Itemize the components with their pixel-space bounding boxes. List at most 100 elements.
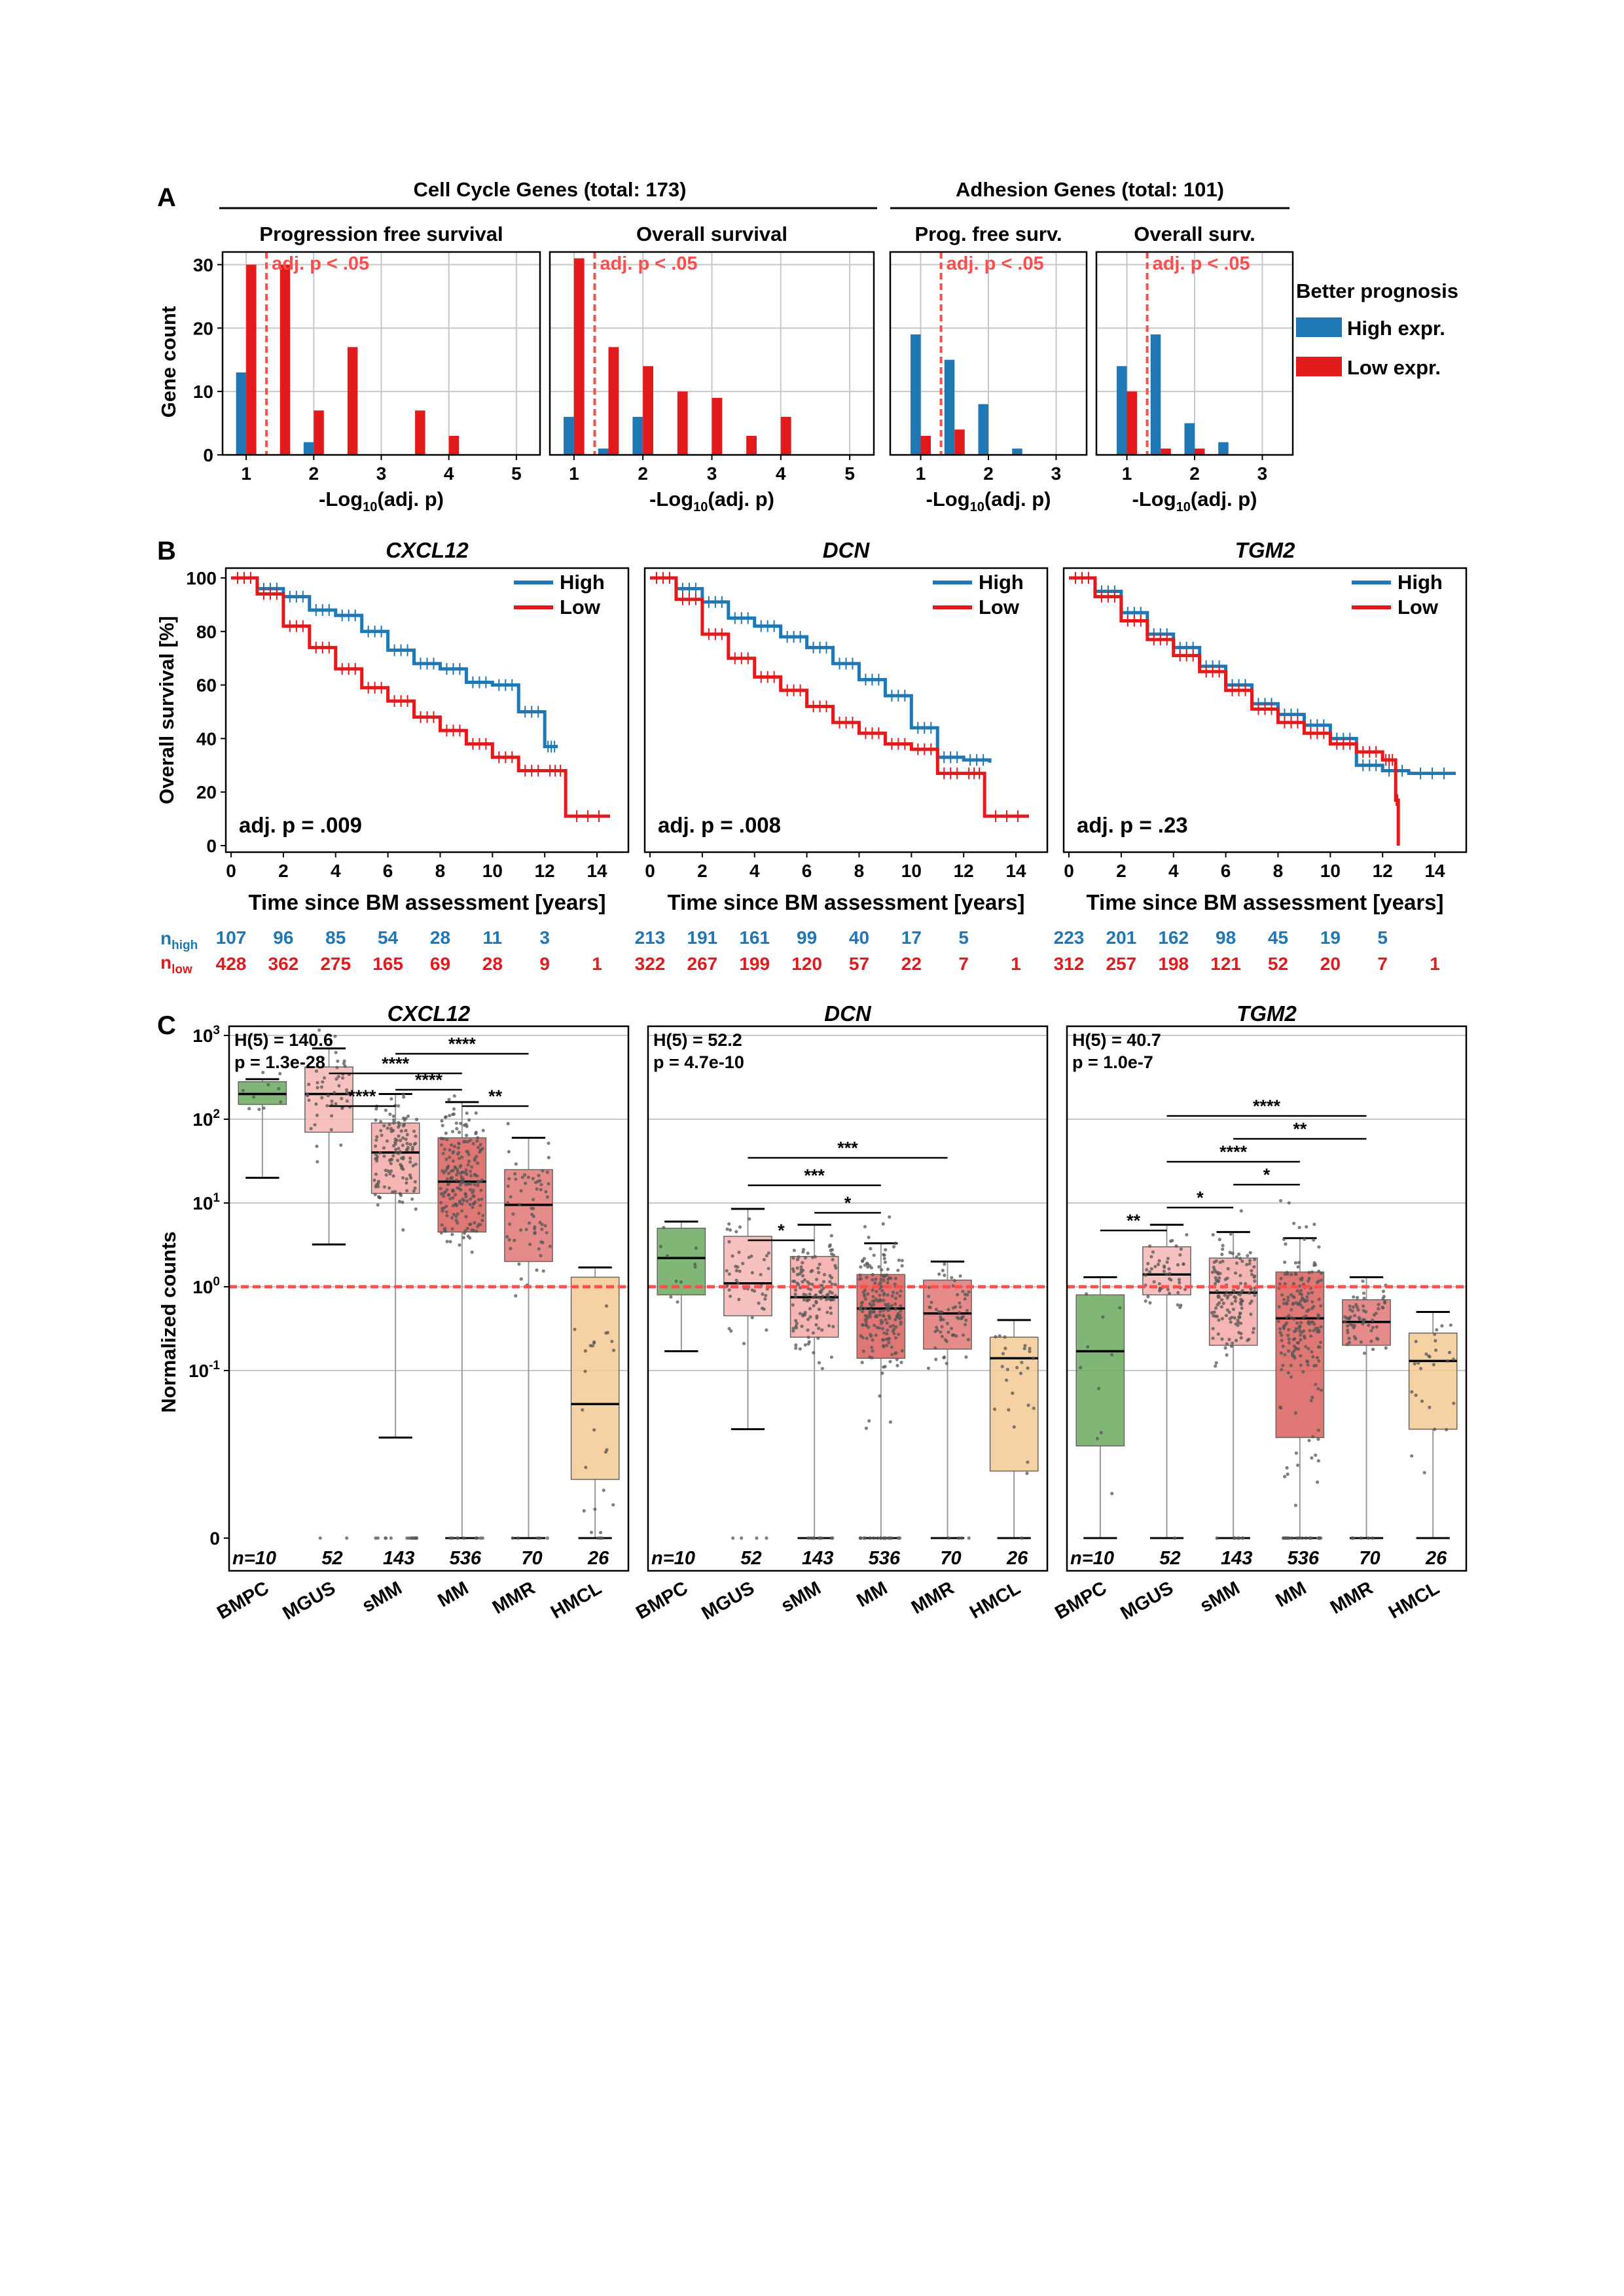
data-point xyxy=(798,1347,802,1351)
data-point xyxy=(1297,1284,1302,1288)
risk-count-low: 7 xyxy=(958,954,969,974)
data-point xyxy=(458,1165,462,1169)
data-point xyxy=(1285,1302,1289,1306)
data-point xyxy=(1299,1338,1303,1342)
data-point xyxy=(806,1335,810,1339)
data-point xyxy=(1225,1308,1229,1312)
data-point xyxy=(413,1186,417,1191)
data-point xyxy=(384,1173,388,1177)
data-point xyxy=(1229,1320,1233,1324)
data-point xyxy=(1371,1536,1375,1540)
data-point xyxy=(582,1509,586,1513)
data-point xyxy=(537,1247,541,1251)
significance-label: *** xyxy=(837,1138,858,1158)
data-point xyxy=(885,1332,889,1336)
data-point xyxy=(458,1130,461,1134)
data-point xyxy=(406,1114,410,1118)
risk-count-high: 11 xyxy=(483,927,503,948)
group-title-adhesion: Adhesion Genes (total: 101) xyxy=(956,178,1224,201)
data-point xyxy=(898,1294,902,1298)
data-point xyxy=(894,1325,898,1329)
data-point xyxy=(1362,1351,1367,1355)
data-point xyxy=(945,1361,948,1365)
risk-count-high: 28 xyxy=(430,927,450,948)
data-point xyxy=(934,1357,938,1361)
data-point xyxy=(1252,1275,1256,1279)
data-point xyxy=(1299,1289,1303,1293)
bar-high xyxy=(911,334,921,455)
data-point xyxy=(693,1265,697,1269)
n-prefix: n= xyxy=(232,1548,255,1569)
data-point xyxy=(694,1246,698,1250)
data-point xyxy=(548,1244,552,1248)
data-point xyxy=(405,1189,409,1193)
x-tick-label: MGUS xyxy=(698,1577,758,1624)
data-point xyxy=(461,1236,465,1240)
data-point xyxy=(583,1349,588,1353)
data-point xyxy=(821,1286,825,1290)
data-point xyxy=(1151,1250,1155,1254)
box-bmpc xyxy=(1075,1294,1125,1446)
data-point xyxy=(448,1196,452,1201)
data-point xyxy=(862,1257,866,1261)
data-point xyxy=(821,1295,825,1299)
data-point xyxy=(865,1262,870,1266)
data-point xyxy=(808,1315,812,1319)
data-point xyxy=(516,1536,520,1540)
data-point xyxy=(861,1349,865,1354)
data-point xyxy=(1221,1301,1225,1305)
data-point xyxy=(1216,1272,1220,1276)
data-point xyxy=(935,1325,939,1329)
data-point xyxy=(1162,1264,1166,1268)
data-point xyxy=(1310,1456,1314,1460)
data-point xyxy=(1290,1272,1293,1276)
data-point xyxy=(373,1193,377,1196)
data-point xyxy=(806,1251,810,1255)
data-point xyxy=(882,1331,886,1335)
data-point xyxy=(757,1301,761,1305)
bar-low xyxy=(415,410,425,455)
data-point xyxy=(479,1189,483,1193)
data-point xyxy=(1239,1336,1243,1340)
data-point xyxy=(391,1114,395,1118)
data-point xyxy=(1149,1255,1153,1259)
data-point xyxy=(1233,1536,1237,1540)
data-point xyxy=(1248,1262,1252,1266)
data-point xyxy=(379,1119,383,1124)
data-point xyxy=(1418,1367,1423,1371)
data-point xyxy=(830,1282,834,1286)
data-point xyxy=(413,1536,418,1540)
data-point xyxy=(1319,1325,1323,1329)
data-point xyxy=(871,1536,876,1540)
data-point xyxy=(890,1352,894,1357)
data-point xyxy=(343,1064,347,1068)
n-count: 143 xyxy=(1221,1548,1252,1569)
bar-high xyxy=(1012,448,1022,455)
data-point xyxy=(817,1307,821,1312)
data-point xyxy=(1185,1232,1189,1237)
data-point xyxy=(526,1175,530,1179)
data-point xyxy=(877,1265,881,1269)
data-point xyxy=(896,1536,900,1540)
bar-high xyxy=(1184,423,1195,455)
data-point xyxy=(1231,1251,1235,1255)
data-point xyxy=(895,1357,899,1361)
data-point xyxy=(450,1232,454,1236)
data-point xyxy=(1305,1295,1309,1299)
data-point xyxy=(741,1261,745,1266)
data-point xyxy=(963,1323,967,1327)
data-point xyxy=(1165,1260,1169,1264)
data-point xyxy=(1221,1244,1225,1247)
data-point xyxy=(1291,1302,1295,1306)
data-point xyxy=(967,1536,971,1540)
data-point xyxy=(861,1323,865,1327)
data-point xyxy=(816,1336,820,1340)
kruskal-p: p = 4.7e-10 xyxy=(653,1052,744,1072)
data-point xyxy=(880,1268,884,1272)
data-point xyxy=(1291,1294,1295,1299)
data-point xyxy=(831,1325,835,1329)
data-point xyxy=(750,1316,754,1319)
x-tick-label: 5 xyxy=(511,463,522,484)
data-point xyxy=(1312,1238,1316,1242)
